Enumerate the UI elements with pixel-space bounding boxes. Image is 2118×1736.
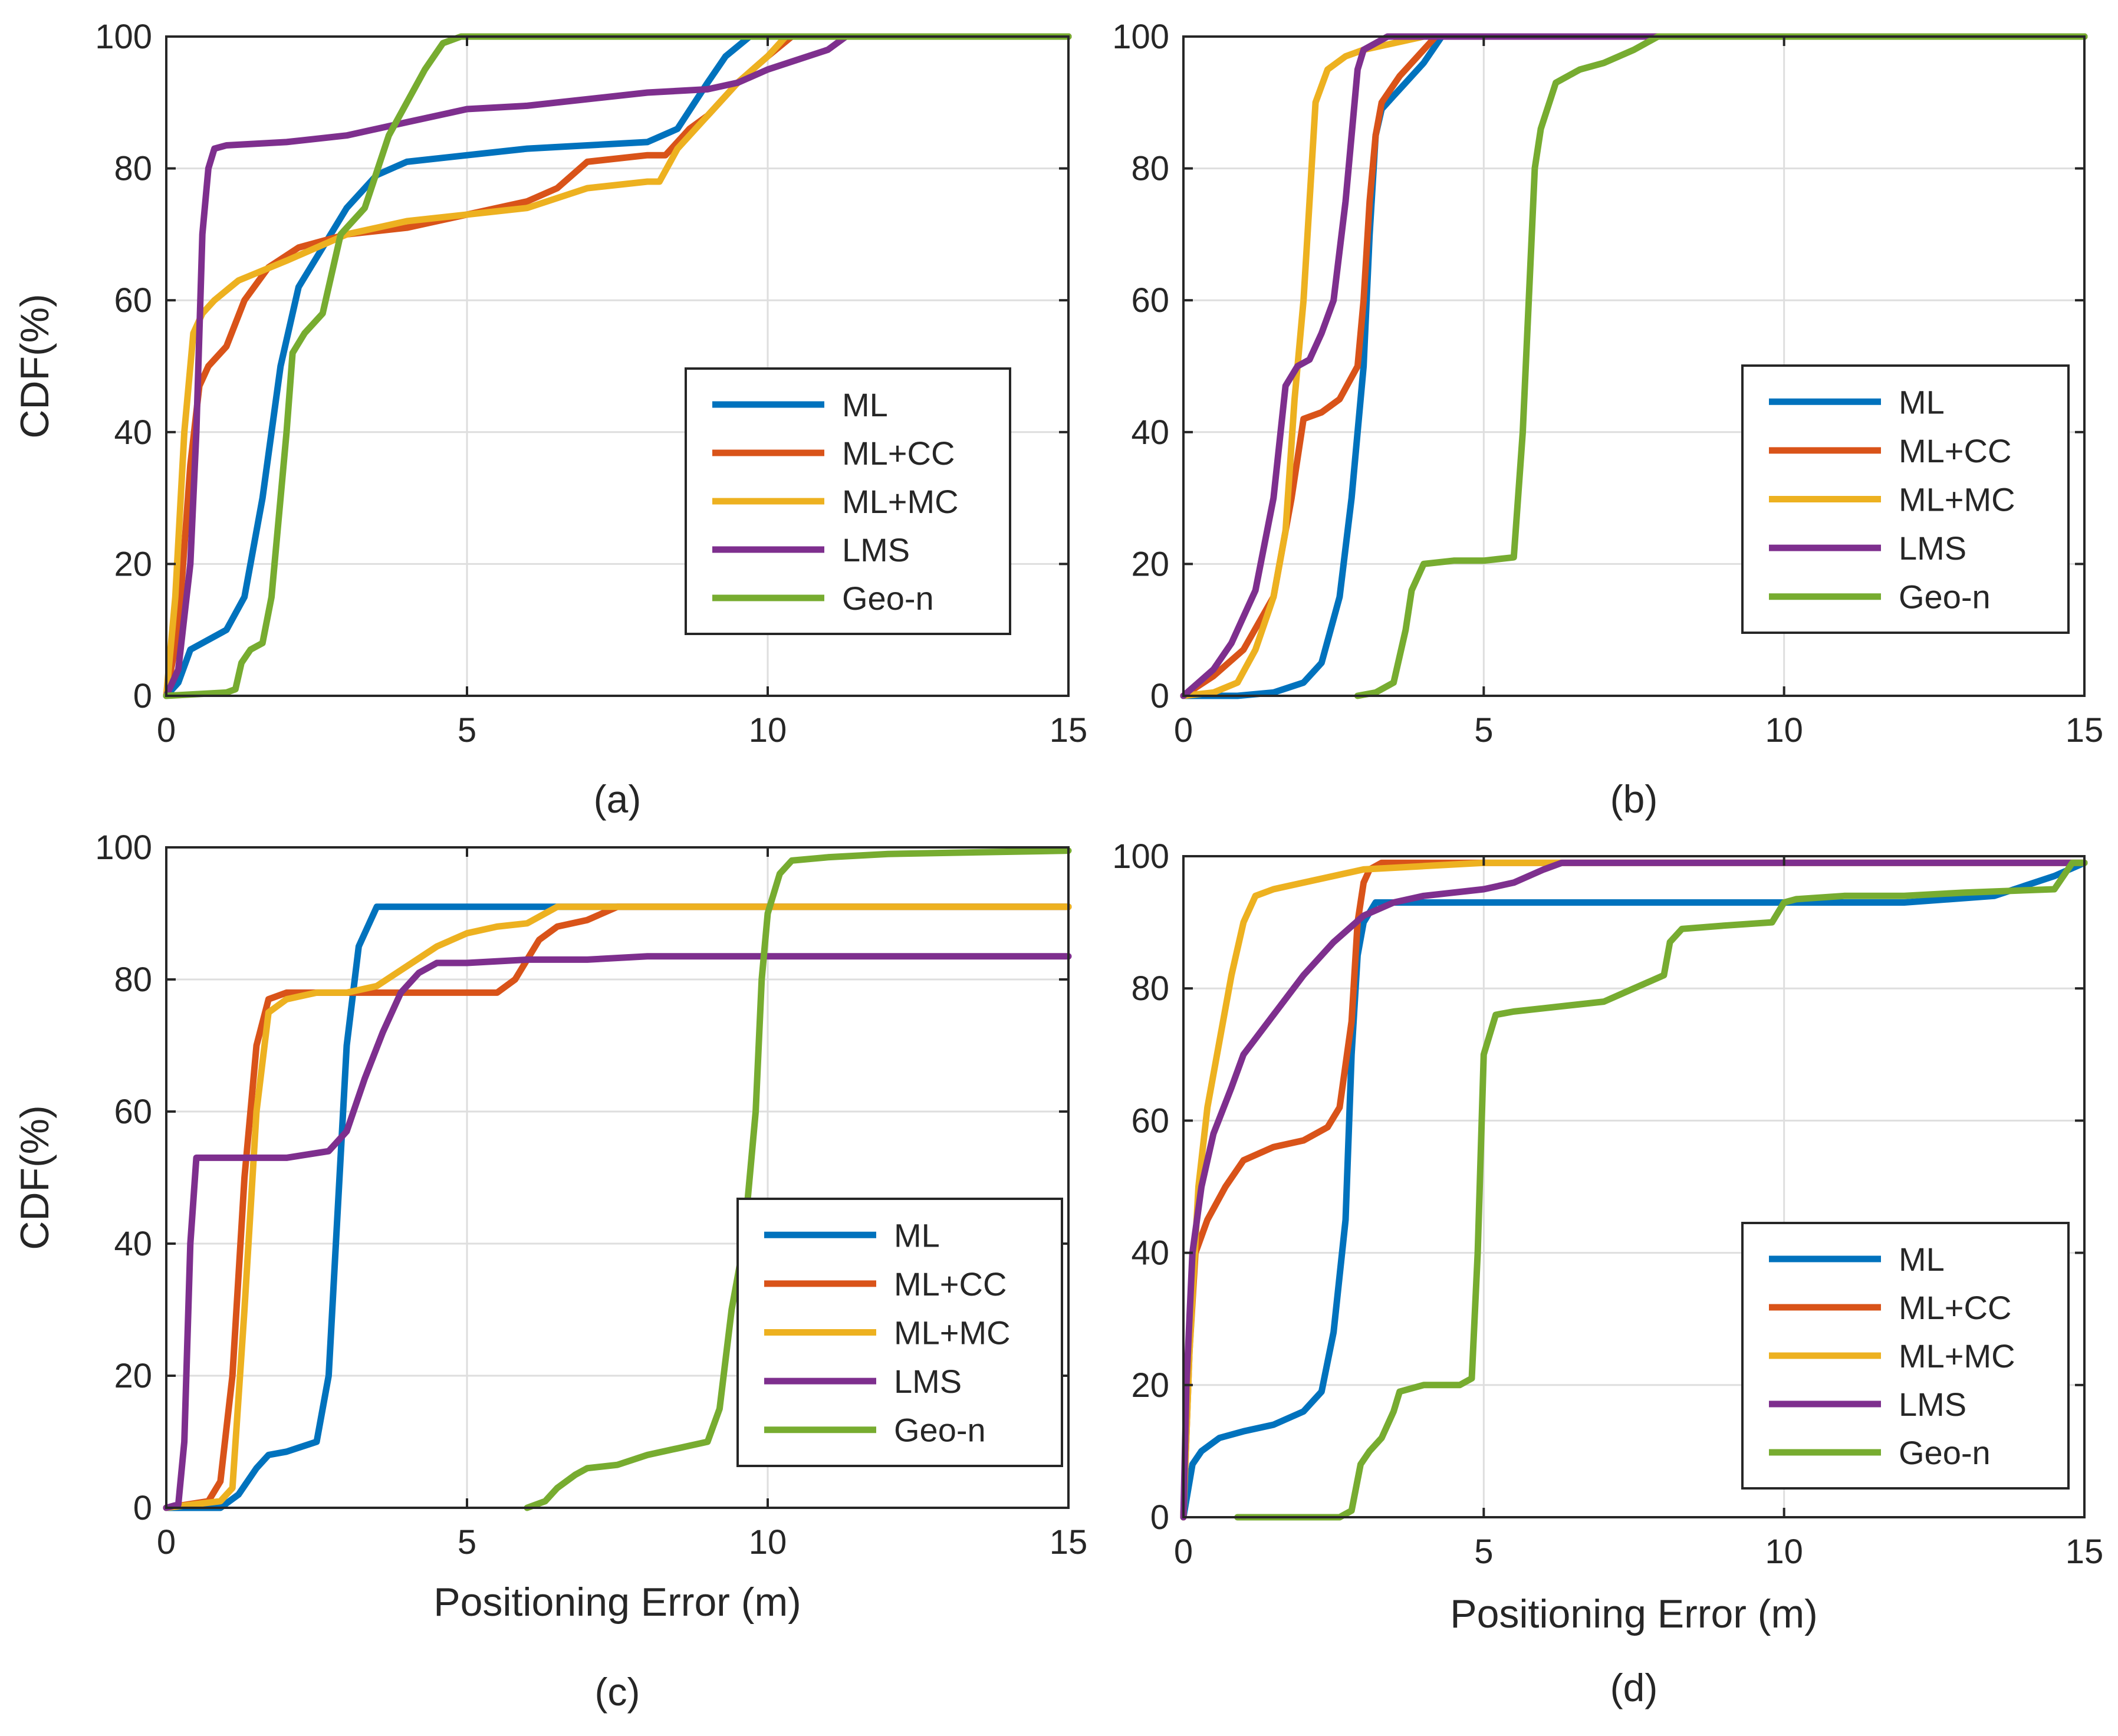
legend-label: LMS bbox=[1899, 1386, 1966, 1423]
panel-caption: (d) bbox=[1610, 1666, 1658, 1709]
series-line-ml-cc bbox=[1180, 33, 2088, 699]
y-tick-label: 20 bbox=[1131, 545, 1169, 583]
x-axis-label: Positioning Error (m) bbox=[433, 1580, 801, 1625]
panel-caption: (c) bbox=[595, 1670, 640, 1714]
legend: ML ML+CC ML+MC LMS Geo-n bbox=[685, 367, 1011, 635]
legend-label: LMS bbox=[842, 531, 910, 568]
axes-frame bbox=[165, 846, 1070, 1509]
y-tick-label: 60 bbox=[114, 281, 152, 320]
y-tick-label: 60 bbox=[1131, 1102, 1169, 1140]
x-tick-label: 15 bbox=[2066, 711, 2104, 749]
y-tick-label: 40 bbox=[114, 1225, 152, 1263]
y-tick-label: 0 bbox=[1150, 677, 1169, 715]
legend-label: Geo-n bbox=[1899, 1434, 1991, 1471]
legend-label: Geo-n bbox=[842, 580, 934, 617]
legend-box bbox=[685, 367, 1011, 635]
legend-label: ML bbox=[842, 386, 888, 423]
axes-frame bbox=[1182, 35, 2086, 697]
series-line-geo-n bbox=[524, 847, 1072, 1511]
legend-label: ML bbox=[894, 1216, 940, 1254]
y-axis-label: CDF(%) bbox=[12, 294, 57, 439]
series-line-ml-cc bbox=[163, 903, 1072, 1511]
y-tick-label: 20 bbox=[114, 1357, 152, 1395]
legend-label: ML+MC bbox=[1899, 481, 2015, 518]
y-tick-label: 80 bbox=[114, 961, 152, 999]
y-tick-label: 0 bbox=[133, 677, 152, 715]
y-tick-label: 40 bbox=[114, 413, 152, 452]
x-tick-label: 0 bbox=[157, 711, 176, 749]
legend-label: LMS bbox=[1899, 530, 1966, 567]
series-line-lms bbox=[163, 953, 1072, 1511]
series-line-ml-mc bbox=[1180, 33, 2088, 699]
x-tick-label: 5 bbox=[458, 711, 476, 749]
legend-label: ML+CC bbox=[1899, 432, 2011, 469]
series-line-geo-n bbox=[1354, 33, 2088, 699]
legend-label: Geo-n bbox=[1899, 578, 1991, 616]
y-tick-label: 100 bbox=[95, 828, 152, 867]
y-tick-label: 100 bbox=[1112, 18, 1169, 56]
y-tick-label: 40 bbox=[1131, 413, 1169, 452]
series-line-geo-n bbox=[1234, 859, 2088, 1521]
panel-b: 0 5 10 15 0 20 40 60 80 100 (b) ML ML+CC ML+MC LMS Geo-… bbox=[1112, 18, 2103, 821]
legend-label: ML+MC bbox=[894, 1314, 1011, 1352]
y-axis-label: CDF(%) bbox=[12, 1105, 57, 1250]
legend-label: LMS bbox=[894, 1363, 962, 1400]
legend-label: ML+CC bbox=[894, 1265, 1007, 1303]
series-line-ml-cc bbox=[1180, 859, 2088, 1521]
axes-frame bbox=[165, 35, 1070, 697]
legend: ML ML+CC ML+MC LMS Geo-n bbox=[1741, 1222, 2070, 1490]
x-tick-label: 15 bbox=[2066, 1533, 2104, 1571]
x-tick-label: 0 bbox=[157, 1523, 176, 1561]
x-tick-label: 0 bbox=[1174, 1533, 1193, 1571]
y-tick-label: 0 bbox=[133, 1489, 152, 1527]
y-tick-label: 0 bbox=[1150, 1498, 1169, 1537]
panel-c: 0 5 10 15 0 20 40 60 80 100 CDF(%) Positioning Erro… bbox=[12, 828, 1087, 1714]
series-line-geo-n bbox=[163, 33, 1072, 699]
y-tick-label: 40 bbox=[1131, 1234, 1169, 1273]
panel-d: 0 5 10 15 0 20 40 60 80 100 Positioning Error (m) (… bbox=[1112, 837, 2103, 1709]
legend-label: ML+CC bbox=[1899, 1289, 2011, 1326]
x-tick-label: 10 bbox=[1765, 1533, 1803, 1571]
legend-label: Geo-n bbox=[894, 1412, 986, 1449]
y-tick-label: 60 bbox=[114, 1093, 152, 1131]
x-axis-label: Positioning Error (m) bbox=[1450, 1592, 1818, 1636]
legend-label: ML bbox=[1899, 1241, 1945, 1278]
series-line-ml bbox=[163, 903, 1072, 1511]
x-tick-label: 15 bbox=[1050, 1523, 1088, 1561]
x-tick-label: 10 bbox=[749, 711, 787, 749]
y-tick-label: 20 bbox=[114, 545, 152, 583]
y-tick-label: 80 bbox=[1131, 969, 1169, 1008]
y-tick-label: 20 bbox=[1131, 1366, 1169, 1405]
y-tick-label: 100 bbox=[1112, 837, 1169, 876]
y-tick-label: 60 bbox=[1131, 281, 1169, 320]
panel-caption: (a) bbox=[594, 777, 642, 821]
x-tick-label: 5 bbox=[458, 1523, 476, 1561]
series-line-lms bbox=[163, 33, 1072, 699]
x-tick-label: 5 bbox=[1474, 711, 1493, 749]
x-tick-label: 0 bbox=[1174, 711, 1193, 749]
series-line-lms bbox=[1180, 859, 2088, 1521]
y-tick-label: 80 bbox=[1131, 150, 1169, 188]
y-tick-label: 100 bbox=[95, 18, 152, 56]
legend-label: ML bbox=[1899, 383, 1945, 420]
x-tick-label: 10 bbox=[1765, 711, 1803, 749]
legend: ML ML+CC ML+MC LMS Geo-n bbox=[1741, 364, 2070, 634]
panel-caption: (b) bbox=[1610, 777, 1658, 821]
legend: ML ML+CC ML+MC LMS Geo-n bbox=[736, 1198, 1063, 1467]
axes-frame bbox=[1182, 855, 2086, 1518]
legend-label: ML+MC bbox=[1899, 1337, 2015, 1375]
y-tick-label: 80 bbox=[114, 150, 152, 188]
series-line-ml-mc bbox=[1180, 859, 2088, 1521]
series-line-ml-mc bbox=[163, 903, 1072, 1511]
legend-label: ML+MC bbox=[842, 483, 959, 520]
series-line-ml bbox=[1180, 859, 2088, 1521]
x-tick-label: 10 bbox=[749, 1523, 787, 1561]
series-line-lms bbox=[1180, 33, 2088, 699]
legend-label: ML+CC bbox=[842, 435, 955, 472]
x-tick-label: 15 bbox=[1050, 711, 1088, 749]
panel-a: 0 5 10 15 0 20 40 60 80 100 CDF(%) (a) ML ML+CC ML+MC L… bbox=[12, 18, 1087, 821]
x-tick-label: 5 bbox=[1474, 1533, 1493, 1571]
